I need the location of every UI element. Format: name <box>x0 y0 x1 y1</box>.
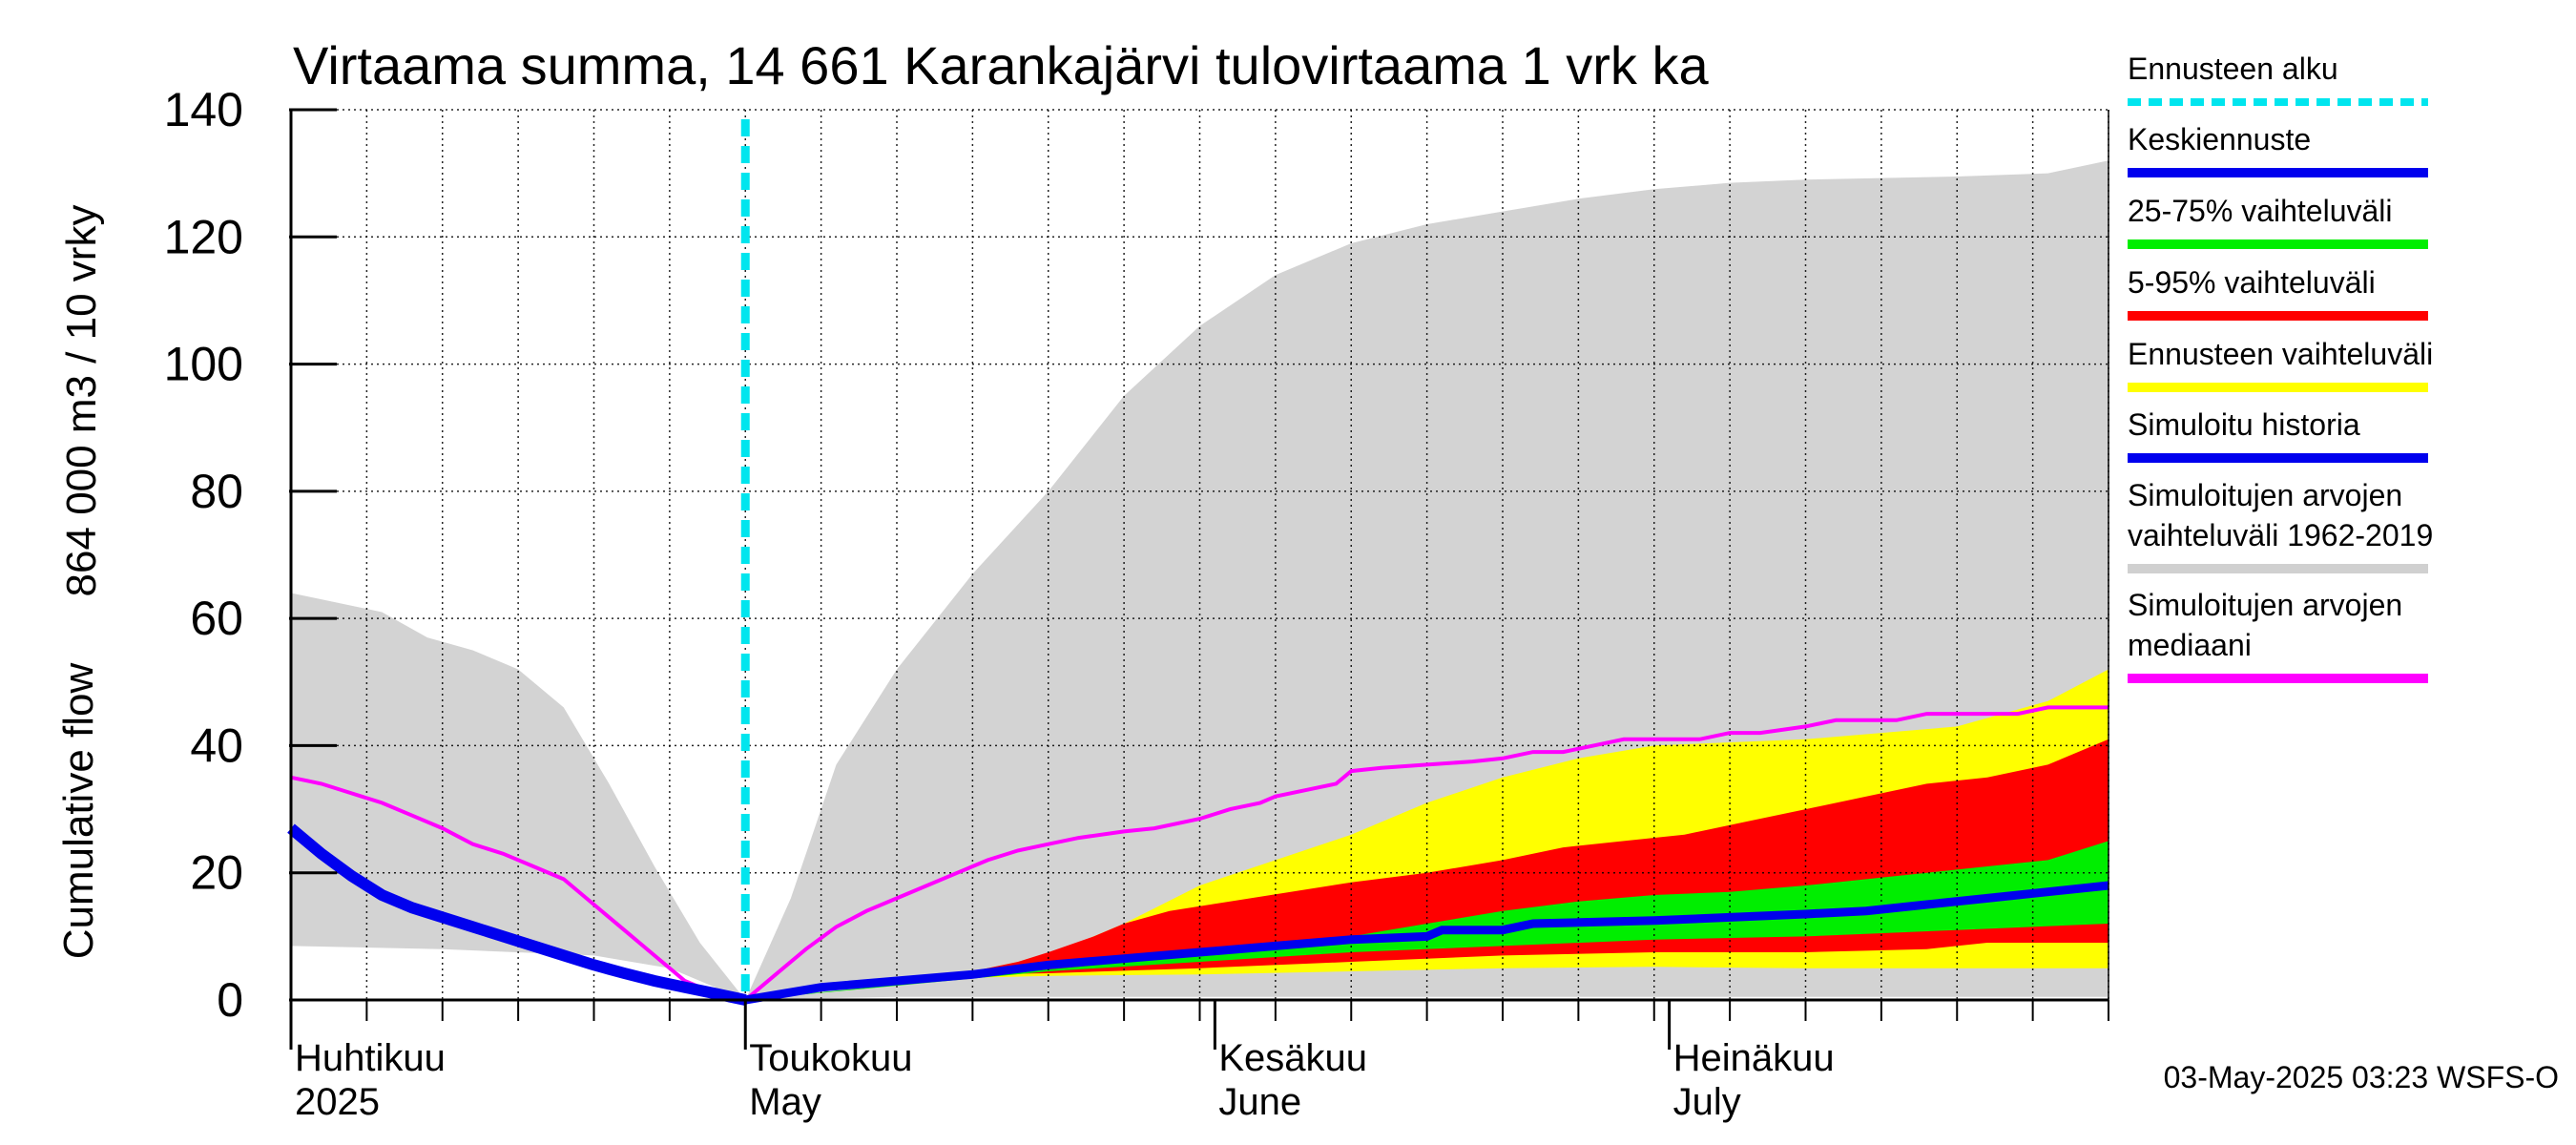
legend-label: vaihteluväli 1962-2019 <box>2128 518 2433 552</box>
legend-label: 25-75% vaihteluväli <box>2128 194 2393 228</box>
y-axis-label-units: 864 000 m3 / 10 vrky <box>58 205 105 597</box>
y-tick-label: 0 <box>217 973 243 1027</box>
legend-label: mediaani <box>2128 628 2252 662</box>
median-forecast-line <box>744 881 2109 1005</box>
legend: Ennusteen alku Keskiennuste 25-75% vaihtel… <box>2128 52 2433 683</box>
y-tick-label: 20 <box>190 846 243 900</box>
y-tick-label: 120 <box>164 210 243 263</box>
legend-label: Ennusteen vaihteluväli <box>2128 337 2433 371</box>
simulated-history-line <box>287 823 747 1006</box>
plot-lines <box>287 119 2109 1006</box>
chart-title: Virtaama summa, 14 661 Karankajärvi tulo… <box>293 35 1709 95</box>
y-axis-label-title: Cumulative flow <box>55 663 102 960</box>
legend-label: Simuloitujen arvojen <box>2128 478 2402 512</box>
month-label-en: May <box>749 1081 821 1123</box>
legend-label: Simuloitu historia <box>2128 407 2360 442</box>
legend-label: Ennusteen alku <box>2128 52 2338 86</box>
month-label-en: July <box>1673 1081 1741 1123</box>
y-tick-label: 100 <box>164 338 243 391</box>
y-tick-label: 80 <box>190 465 243 518</box>
month-label-fi: Kesäkuu <box>1218 1037 1367 1079</box>
band-25-75 <box>745 841 2109 1000</box>
month-label-fi: Heinäkuu <box>1673 1037 1835 1079</box>
timestamp-footer: 03-May-2025 03:23 WSFS-O <box>2164 1060 2559 1094</box>
month-label-fi: Toukokuu <box>749 1037 912 1079</box>
historical-median-line <box>290 705 2109 1003</box>
legend-label: Simuloitujen arvojen <box>2128 588 2402 622</box>
legend-label: Keskiennuste <box>2128 122 2311 156</box>
y-tick-label: 40 <box>190 718 243 772</box>
month-label-en: 2025 <box>295 1081 380 1123</box>
month-label-en: June <box>1218 1081 1301 1123</box>
y-tick-label: 140 <box>164 83 243 136</box>
legend-label: 5-95% vaihteluväli <box>2128 265 2376 300</box>
month-label-fi: Huhtikuu <box>295 1037 446 1079</box>
y-tick-label: 60 <box>190 592 243 645</box>
